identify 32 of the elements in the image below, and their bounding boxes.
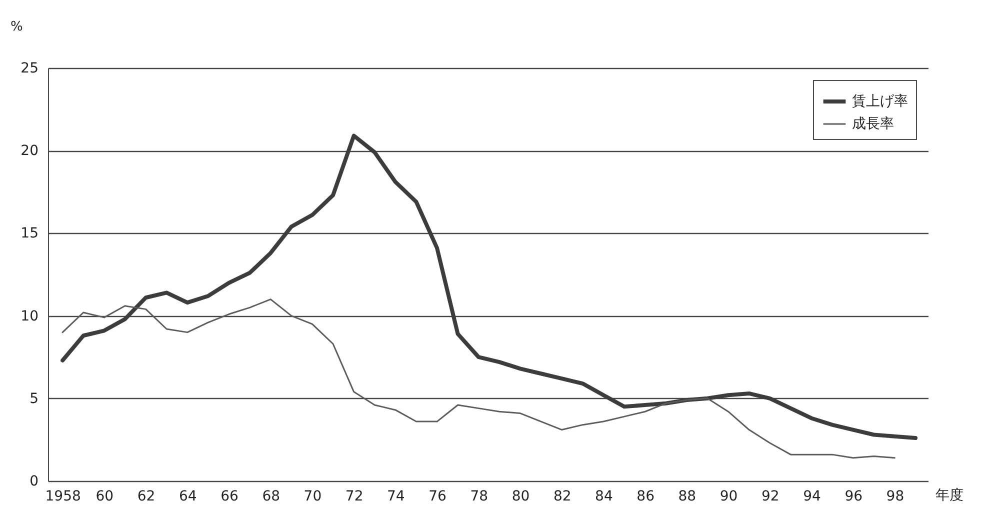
x-tick-label: 94 (803, 488, 821, 504)
x-tick-label: 70 (304, 488, 322, 504)
x-tick-label: 98 (886, 488, 904, 504)
x-tick-label: 82 (553, 488, 572, 504)
x-tick-label: 66 (220, 488, 238, 504)
x-tick-label: 86 (636, 488, 655, 504)
y-tick-label: 25 (20, 60, 38, 76)
x-tick-label: 74 (387, 488, 405, 504)
x-tick-label: 64 (178, 488, 197, 504)
x-tick-label: 1958 (45, 488, 81, 504)
y-tick-label: 15 (20, 226, 38, 242)
legend-label: 成長率 (852, 116, 894, 132)
y-tick-label: 5 (30, 390, 38, 407)
x-tick-label: 62 (137, 488, 156, 504)
y-tick-label: 20 (20, 143, 38, 160)
y-tick-label: 10 (20, 308, 38, 324)
x-tick-label: 96 (844, 488, 863, 504)
x-tick-label: 72 (345, 488, 364, 504)
y-tick-label: 0 (30, 474, 38, 490)
x-tick-label: 78 (470, 488, 488, 504)
x-tick-label: 90 (720, 488, 738, 504)
x-tick-label: 68 (262, 488, 280, 504)
x-tick-label: 60 (96, 488, 114, 504)
y-axis-title: % (10, 20, 23, 34)
x-tick-label: 76 (428, 488, 447, 504)
x-tick-label: 88 (678, 488, 696, 504)
x-tick-label: 92 (761, 488, 780, 504)
legend-label: 賃上げ率 (852, 94, 908, 110)
x-tick-label: 80 (512, 488, 530, 504)
line-series (62, 298, 896, 459)
x-axis-title: 年度 (936, 488, 964, 504)
x-tick-label: 84 (595, 488, 613, 504)
